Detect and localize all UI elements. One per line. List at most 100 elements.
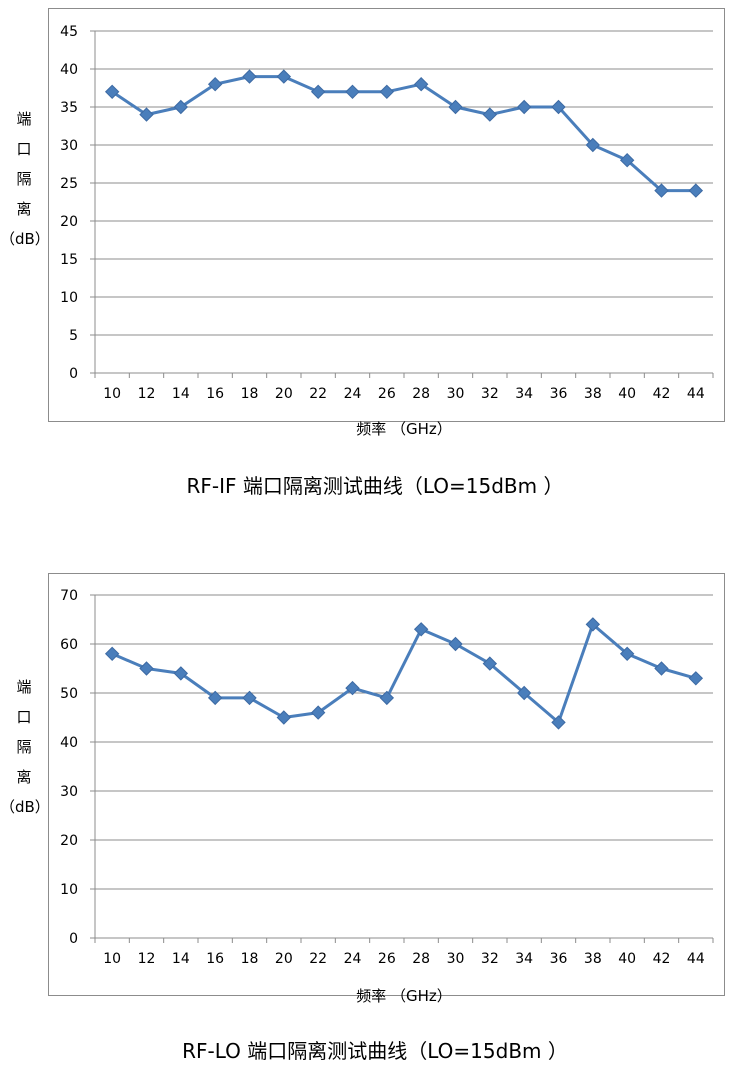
chart-panel-rf-if: 0 5 10 15 20 25 30 35 40 45 10 12 14 16 18 20 22 24 26 28 30… bbox=[48, 8, 725, 438]
y-tick-label: 20 bbox=[60, 214, 78, 230]
data-point-marker bbox=[310, 84, 326, 100]
x-tick-label: 28 bbox=[412, 386, 430, 402]
x-tick-label: 22 bbox=[309, 951, 327, 967]
data-point-marker bbox=[345, 680, 360, 696]
x-tick-label: 14 bbox=[172, 951, 190, 967]
x-tick-label: 42 bbox=[653, 386, 671, 402]
x-tick-label: 18 bbox=[241, 386, 259, 402]
data-point-marker bbox=[207, 690, 223, 706]
x-tick-label: 40 bbox=[618, 386, 636, 402]
data-point-marker bbox=[413, 76, 429, 92]
y-axis-label-char: 端 bbox=[16, 678, 32, 696]
x-tick-label: 14 bbox=[172, 386, 190, 402]
x-tick-label: 30 bbox=[447, 386, 465, 402]
y-axis-label-char: 隔 bbox=[16, 738, 32, 756]
y-tick-label: 45 bbox=[60, 24, 78, 40]
x-tick-label: 22 bbox=[309, 386, 327, 402]
y-axis-label-char: 离 bbox=[16, 768, 32, 786]
y-axis-label-char: 口 bbox=[16, 140, 32, 158]
x-tick-label: 26 bbox=[378, 386, 396, 402]
y-tick-label: 50 bbox=[60, 686, 78, 702]
data-point-marker bbox=[654, 661, 669, 676]
data-point-marker bbox=[619, 152, 635, 168]
y-axis-label-char: 口 bbox=[16, 708, 32, 726]
x-tick-label: 40 bbox=[618, 951, 636, 967]
x-tick-label: 12 bbox=[138, 386, 156, 402]
y-tick-label: 35 bbox=[60, 100, 78, 116]
x-tick-label: 18 bbox=[241, 951, 259, 967]
y-tick-label: 40 bbox=[60, 62, 78, 78]
x-tick-label: 34 bbox=[515, 951, 533, 967]
x-tick-label: 26 bbox=[378, 951, 396, 967]
y-axis-label-unit: （dB） bbox=[0, 230, 50, 248]
x-tick-label: 24 bbox=[344, 951, 362, 967]
y-axis-label-rf-if: 端 口 隔 离 （dB） bbox=[0, 104, 50, 254]
y-tick-label: 0 bbox=[69, 931, 78, 947]
x-tick-label: 28 bbox=[412, 951, 430, 967]
y-tick-label: 5 bbox=[69, 328, 78, 344]
x-tick-label: 38 bbox=[584, 386, 602, 402]
x-tick-label: 20 bbox=[275, 951, 293, 967]
chart-panel-rf-lo: 0 10 20 30 40 50 60 70 10 12 14 16 18 20 22 24 26 28 30 32 3… bbox=[48, 573, 725, 1005]
y-tick-label: 30 bbox=[60, 138, 78, 154]
x-tick-label: 32 bbox=[481, 951, 499, 967]
data-point-marker bbox=[276, 710, 292, 725]
data-point-marker bbox=[619, 646, 635, 662]
data-point-marker bbox=[345, 84, 360, 100]
data-point-marker bbox=[654, 183, 669, 198]
x-axis-label: 频率 （GHz） bbox=[356, 987, 452, 1005]
data-point-marker bbox=[585, 617, 601, 632]
y-tick-label: 10 bbox=[60, 290, 78, 306]
x-tick-label: 30 bbox=[447, 951, 465, 967]
series-line bbox=[111, 75, 696, 193]
data-point-marker bbox=[104, 84, 120, 100]
data-point-marker bbox=[379, 690, 395, 706]
data-point-marker bbox=[413, 622, 429, 637]
x-tick-label: 16 bbox=[206, 386, 224, 402]
y-tick-label: 30 bbox=[60, 784, 78, 800]
y-tick-label: 15 bbox=[60, 252, 78, 268]
y-axis-label-rf-lo: 端 口 隔 离 （dB） bbox=[0, 672, 50, 822]
data-point-marker bbox=[276, 69, 292, 84]
x-tick-label: 10 bbox=[103, 386, 121, 402]
x-tick-label: 42 bbox=[653, 951, 671, 967]
data-point-marker bbox=[173, 99, 189, 115]
data-point-marker bbox=[516, 685, 532, 701]
y-tick-label: 20 bbox=[60, 833, 78, 849]
data-point-marker bbox=[551, 99, 566, 115]
series-line bbox=[111, 622, 697, 724]
data-point-marker bbox=[448, 99, 463, 115]
x-tick-label: 24 bbox=[344, 386, 362, 402]
x-tick-label: 20 bbox=[275, 386, 293, 402]
y-axis-label-unit: （dB） bbox=[0, 798, 50, 816]
data-point-marker bbox=[688, 671, 704, 686]
data-point-marker bbox=[482, 107, 498, 122]
y-tick-label: 10 bbox=[60, 882, 78, 898]
data-point-marker bbox=[139, 661, 154, 676]
x-tick-label: 36 bbox=[550, 951, 568, 967]
x-tick-label: 32 bbox=[481, 386, 499, 402]
data-point-marker bbox=[482, 656, 498, 671]
x-tick-label: 36 bbox=[550, 386, 568, 402]
y-axis-label-char: 离 bbox=[16, 200, 32, 218]
x-tick-label: 44 bbox=[687, 951, 705, 967]
data-point-marker bbox=[585, 137, 601, 153]
x-tick-label: 44 bbox=[687, 386, 705, 402]
data-point-marker bbox=[139, 107, 154, 122]
chart-title-rf-if: RF-IF 端口隔离测试曲线（LO=15dBm ） bbox=[186, 474, 564, 498]
data-point-marker bbox=[173, 666, 189, 681]
data-point-marker bbox=[516, 99, 532, 115]
chart-title-rf-lo: RF-LO 端口隔离测试曲线（LO=15dBm ） bbox=[182, 1039, 568, 1063]
data-point-marker bbox=[379, 84, 395, 100]
y-tick-label: 0 bbox=[69, 366, 78, 382]
y-axis-label-char: 端 bbox=[16, 110, 32, 128]
data-point-marker bbox=[688, 183, 704, 198]
x-tick-label: 12 bbox=[138, 951, 156, 967]
data-point-marker bbox=[448, 636, 463, 652]
data-point-marker bbox=[242, 69, 257, 84]
x-tick-label: 16 bbox=[206, 951, 224, 967]
y-tick-label: 25 bbox=[60, 176, 78, 192]
data-point-marker bbox=[551, 715, 566, 730]
data-point-marker bbox=[310, 705, 326, 720]
y-axis-label-char: 隔 bbox=[16, 170, 32, 188]
